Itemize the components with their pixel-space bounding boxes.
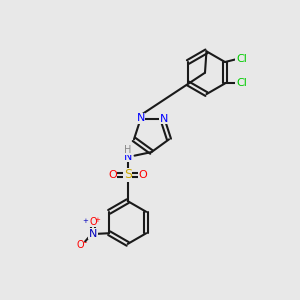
- Text: Cl: Cl: [236, 78, 247, 88]
- Text: O: O: [139, 170, 148, 180]
- Text: O: O: [89, 217, 97, 227]
- Text: N: N: [88, 229, 97, 239]
- Text: Cl: Cl: [236, 54, 247, 64]
- Text: -: -: [84, 238, 87, 247]
- Text: N: N: [124, 152, 132, 161]
- Text: O: O: [108, 170, 117, 180]
- Text: N: N: [160, 114, 168, 124]
- Text: +: +: [94, 218, 100, 224]
- Text: O: O: [76, 240, 84, 250]
- Text: H: H: [124, 145, 131, 155]
- Text: +: +: [82, 218, 88, 224]
- Text: S: S: [124, 169, 132, 182]
- Text: N: N: [136, 113, 145, 123]
